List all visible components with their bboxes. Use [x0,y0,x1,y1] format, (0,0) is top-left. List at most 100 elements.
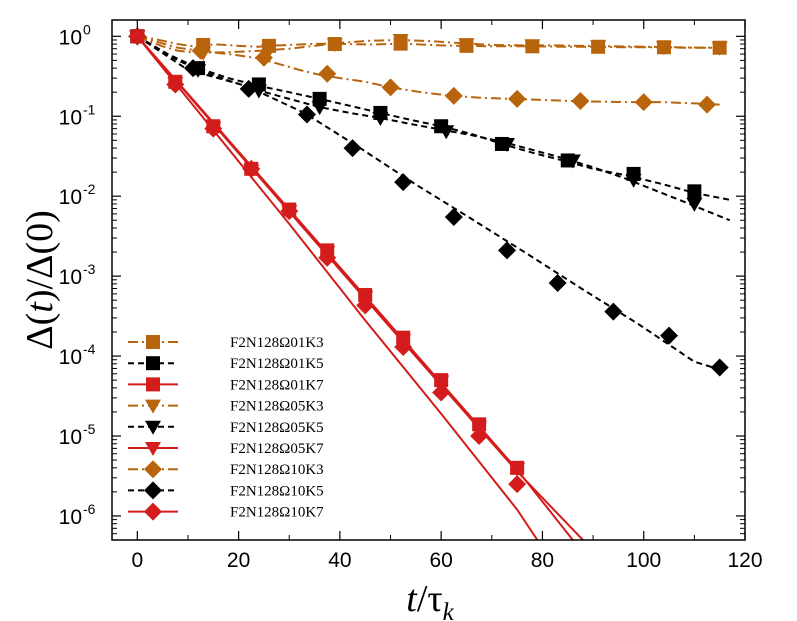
data-point [604,302,623,321]
data-point [497,241,516,260]
series-line [136,35,731,201]
x-tick-label: 120 [727,549,762,572]
y-tick-label: 10 [59,266,82,289]
data-point [655,41,672,56]
y-tick-exponent: -5 [83,421,96,437]
data-point [660,326,679,345]
x-tick-label: 40 [328,549,351,572]
data-point [184,59,203,78]
data-point [634,93,653,112]
data-point [394,337,413,356]
data-point [326,38,343,53]
legend-marker [145,399,161,414]
data-point [381,78,400,97]
data-point [239,79,258,98]
y-tick-exponent: -2 [83,181,96,197]
legend-marker [145,420,161,435]
series-4 [129,30,728,61]
data-point [524,39,541,54]
legend-marker [146,377,160,392]
x-tick-label: 100 [626,549,661,572]
data-point [166,75,185,94]
y-tick-label: 10 [59,346,82,369]
y-tick-label: 10 [59,506,82,529]
y-tick-label: 10 [59,186,82,209]
series-layer [128,27,731,540]
data-point [438,125,455,140]
data-point [343,139,362,158]
legend-marker [146,356,160,371]
data-point [280,202,299,221]
data-point [444,207,463,226]
y-tick-exponent: -6 [83,501,96,517]
series-9 [128,27,539,540]
data-point [128,27,147,46]
data-point [394,173,413,192]
x-axis-label: t/τk [406,578,454,621]
series-8 [128,27,729,377]
legend-entry: F2N128Ω05K3 [128,399,324,415]
legend-label: F2N128Ω05K7 [230,441,324,457]
y-tick-label: 10 [59,26,82,49]
y-tick-label: 10 [59,426,82,449]
x-tick-label: 20 [227,549,250,572]
y-tick-exponent: -3 [83,261,96,277]
data-point [571,92,590,111]
data-point [318,248,337,267]
data-point [433,375,450,390]
data-point [686,197,703,212]
data-point [311,101,328,116]
data-point [191,41,210,60]
legend-entry: F2N128Ω10K5 [128,481,324,500]
data-point [590,40,607,55]
legend-entry: F2N128Ω01K5 [128,356,324,372]
data-point [564,154,581,169]
data-point [470,427,489,445]
data-point [498,137,515,152]
data-point [392,33,409,48]
legend-entry: F2N128Ω01K3 [128,335,324,351]
data-point [372,112,389,127]
data-point [508,475,527,494]
x-tick-label: 80 [531,549,554,572]
x-tick-label: 60 [429,549,452,572]
data-point [204,119,223,138]
series-line [136,35,731,222]
legend-entry: F2N128Ω01K7 [128,377,324,393]
data-point [297,105,316,124]
legend-marker [145,442,161,456]
data-point [260,44,277,59]
data-point [698,95,717,114]
legend-label: F2N128Ω01K3 [230,335,324,351]
legend-entry: F2N128Ω05K7 [128,441,324,457]
series-line [136,35,726,372]
legend-marker [144,460,162,479]
series-7 [128,27,720,114]
data-point [625,173,642,188]
data-point [356,296,375,315]
y-tick-exponent: -1 [83,101,96,117]
plot-frame [111,19,746,541]
legend-label: F2N128Ω10K5 [230,483,324,499]
legend-label: F2N128Ω10K3 [230,462,324,478]
y-tick-exponent: 0 [83,21,91,37]
data-point [444,86,463,105]
legend-marker [144,502,162,521]
series-line [136,35,539,540]
data-point [458,38,475,53]
legend-entry: F2N128Ω05K5 [128,420,324,436]
legend-label: F2N128Ω01K5 [230,356,324,372]
legend-marker [144,481,162,500]
data-point [508,89,527,108]
legend-label: F2N128Ω05K3 [230,399,324,415]
legend-label: F2N128Ω10K7 [230,505,324,521]
series-5 [129,30,731,222]
legend: F2N128Ω01K3 F2N128Ω01K5 F2N128Ω01K7 F2N128Ω… [128,335,324,521]
data-point [254,48,273,67]
data-point [432,383,451,402]
data-point [710,358,729,377]
legend-label: F2N128Ω01K7 [230,377,324,393]
x-tick-label: 0 [131,549,143,572]
